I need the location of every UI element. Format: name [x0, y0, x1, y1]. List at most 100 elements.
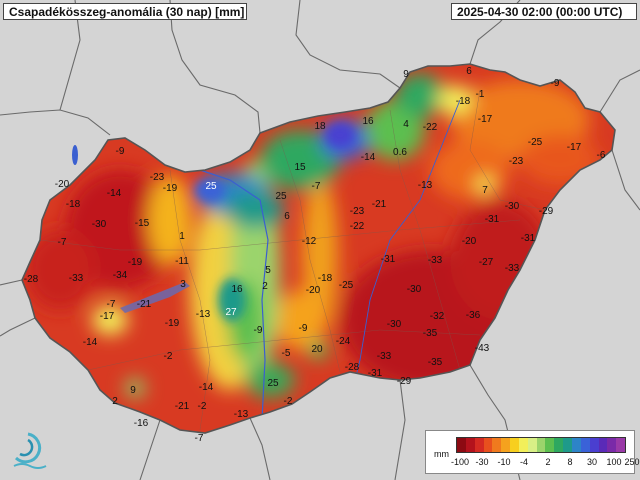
legend-tick: 250: [624, 457, 640, 467]
value-label: 25: [267, 378, 279, 389]
value-label: -5: [282, 348, 291, 359]
value-label: -28: [24, 274, 39, 285]
value-label: -33: [505, 263, 520, 274]
legend-swatch: [563, 438, 572, 452]
legend-tick: 100: [606, 457, 622, 467]
legend-tick: -30: [475, 457, 489, 467]
value-label: -16: [134, 418, 149, 429]
color-legend: mm -100 -30 -10 -4 2 8 30 100 250: [425, 430, 640, 474]
value-label: -7: [58, 237, 67, 248]
value-label: -14: [361, 152, 376, 163]
value-label: 1: [179, 231, 185, 242]
value-label: -29: [539, 206, 554, 217]
value-label: 20: [311, 344, 323, 355]
value-label: 0.6: [393, 147, 407, 158]
value-label: -33: [377, 351, 392, 362]
legend-swatch: [483, 438, 493, 452]
value-label: -7: [312, 181, 321, 192]
value-label: 2: [112, 396, 118, 407]
value-label: -14: [199, 382, 214, 393]
value-label: -20: [55, 179, 70, 190]
map-timestamp: 2025-04-30 02:00 (00:00 UTC): [451, 3, 637, 20]
legend-swatch: [518, 438, 528, 452]
value-label: -22: [423, 122, 438, 133]
value-label: -23: [350, 206, 365, 217]
value-label: 4: [403, 119, 409, 130]
legend-unit: mm: [434, 449, 449, 459]
value-label: -31: [368, 368, 383, 379]
legend-swatch: [571, 438, 581, 452]
legend-tick: 2: [545, 457, 551, 467]
value-label: 16: [231, 284, 243, 295]
value-label: -33: [428, 255, 443, 266]
value-label: -18: [456, 96, 471, 107]
value-label: -30: [407, 284, 422, 295]
legend-swatch: [465, 438, 475, 452]
value-label: -2: [198, 401, 207, 412]
legend-swatch: [598, 438, 608, 452]
value-label: -32: [430, 311, 445, 322]
value-label: -13: [418, 180, 433, 191]
country-border: [21, 63, 616, 434]
value-label: -2: [284, 396, 293, 407]
value-label: 15: [294, 162, 306, 173]
value-label: -30: [387, 319, 402, 330]
value-label: 6: [466, 66, 472, 77]
value-label: -18: [318, 273, 333, 284]
legend-tick: -10: [497, 457, 511, 467]
map-title: Csapadékösszeg-anomália (30 nap) [mm]: [3, 3, 247, 20]
value-label: -1: [476, 89, 485, 100]
value-label: -19: [163, 183, 178, 194]
value-label: -21: [137, 299, 152, 310]
value-label: -7: [107, 299, 116, 310]
value-label: -13: [234, 409, 249, 420]
service-logo-icon: [13, 432, 47, 469]
value-label: -31: [521, 233, 536, 244]
value-label: 7: [482, 185, 488, 196]
value-label: -23: [509, 156, 524, 167]
value-label: 5: [265, 265, 271, 276]
legend-swatch: [607, 438, 617, 452]
value-label: -2: [164, 351, 173, 362]
value-label: -15: [135, 218, 150, 229]
value-label: -14: [107, 188, 122, 199]
value-label: 25: [205, 181, 217, 192]
value-label: -21: [372, 199, 387, 210]
value-label: -20: [306, 285, 321, 296]
legend-swatch: [554, 438, 564, 452]
value-label: 9: [403, 69, 409, 80]
value-label: -24: [336, 336, 351, 347]
value-label: 2: [262, 281, 268, 292]
legend-swatch: [580, 438, 590, 452]
legend-tick: 8: [567, 457, 573, 467]
value-label: -30: [92, 219, 107, 230]
danube-river: [199, 169, 269, 421]
value-label: -9: [254, 325, 263, 336]
value-label: -30: [505, 201, 520, 212]
value-label: -35: [428, 357, 443, 368]
value-label: -33: [69, 273, 84, 284]
legend-swatch: [474, 438, 484, 452]
value-label: -29: [397, 376, 412, 387]
value-label: -19: [165, 318, 180, 329]
legend-swatch: [492, 438, 502, 452]
value-label: -6: [597, 150, 606, 161]
value-label: -20: [462, 236, 477, 247]
value-label: 25: [275, 191, 287, 202]
value-label: -17: [478, 114, 493, 125]
value-label: -34: [113, 270, 128, 281]
value-label: -35: [423, 328, 438, 339]
legend-swatch: [527, 438, 537, 452]
value-label: -17: [567, 142, 582, 153]
legend-swatch: [501, 438, 511, 452]
value-label: -17: [100, 311, 115, 322]
legend-tick: -100: [450, 457, 470, 467]
lake-balaton: [120, 282, 190, 313]
value-label: -28: [345, 362, 360, 373]
legend-swatch: [510, 438, 519, 452]
value-label: 27: [225, 307, 237, 318]
value-label: -19: [128, 257, 143, 268]
value-label: -25: [528, 137, 543, 148]
